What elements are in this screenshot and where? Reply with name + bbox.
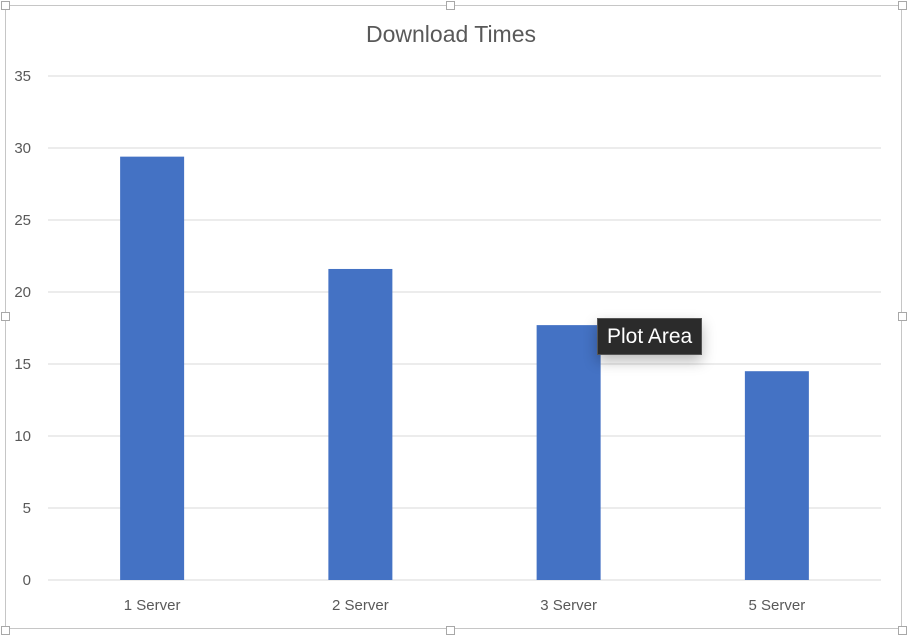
- y-tick-label: 10: [14, 428, 31, 445]
- resize-handle-top[interactable]: [446, 1, 455, 10]
- resize-handle-bottom[interactable]: [446, 626, 455, 635]
- y-tick-label: 25: [14, 212, 31, 229]
- bar-2-server[interactable]: [328, 268, 393, 580]
- resize-handle-bottom-right[interactable]: [898, 626, 907, 635]
- x-tick-label: 1 Server: [124, 597, 181, 614]
- resize-handle-right[interactable]: [898, 312, 907, 321]
- y-axis-labels: 0 5 10 15 20 25 30 35: [14, 68, 31, 589]
- y-tick-label: 15: [14, 356, 31, 373]
- chart-title[interactable]: Download Times: [366, 21, 536, 47]
- x-tick-label: 2 Server: [332, 597, 389, 614]
- x-tick-label: 5 Server: [749, 597, 806, 614]
- bar-3-server[interactable]: [536, 325, 601, 580]
- bar-5-server[interactable]: [744, 371, 809, 580]
- x-axis-labels: 1 Server 2 Server 3 Server 5 Server: [124, 597, 805, 614]
- resize-handle-top-right[interactable]: [898, 1, 907, 10]
- y-tick-label: 35: [14, 68, 31, 85]
- y-tick-label: 0: [23, 572, 31, 589]
- y-tick-label: 5: [23, 500, 31, 517]
- resize-handle-top-left[interactable]: [1, 1, 10, 10]
- resize-handle-left[interactable]: [1, 312, 10, 321]
- plot-area-tooltip: Plot Area: [597, 318, 703, 355]
- x-tick-label: 3 Server: [540, 597, 597, 614]
- data-series[interactable]: [120, 156, 809, 580]
- y-tick-label: 20: [14, 284, 31, 301]
- gridlines: [48, 75, 881, 581]
- y-tick-label: 30: [14, 140, 31, 157]
- bar-1-server[interactable]: [120, 156, 185, 580]
- resize-handle-bottom-left[interactable]: [1, 626, 10, 635]
